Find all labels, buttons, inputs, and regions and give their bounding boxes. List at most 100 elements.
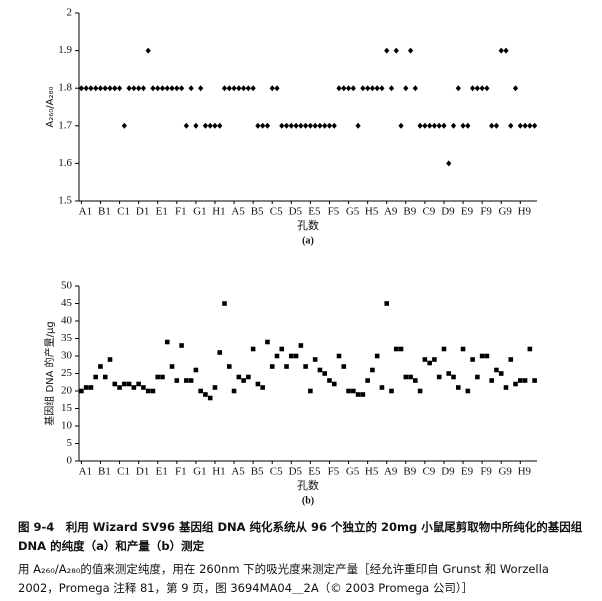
point	[522, 378, 528, 383]
point	[503, 385, 509, 390]
point	[150, 85, 156, 92]
point	[489, 378, 494, 383]
y-tick-label: 35	[61, 332, 73, 344]
point	[102, 85, 108, 92]
point	[308, 388, 313, 394]
x-tick-label: D5	[289, 206, 303, 218]
point	[202, 122, 209, 129]
x-tick-label: F1	[175, 206, 187, 218]
y-tick-label: 1.7	[58, 119, 72, 131]
point	[112, 381, 118, 387]
y-tick-label: 50	[61, 280, 73, 292]
y-tick-label: 15	[61, 402, 73, 414]
point	[274, 353, 280, 359]
point	[131, 85, 137, 92]
x-tick-label: C5	[270, 206, 283, 218]
point	[226, 85, 232, 92]
point	[198, 85, 204, 92]
point	[508, 122, 514, 129]
point	[140, 85, 147, 92]
point	[398, 122, 404, 129]
x-tick-label: H5	[365, 466, 379, 478]
point	[112, 85, 118, 92]
x-tick-label: B9	[403, 206, 416, 218]
point	[241, 378, 246, 383]
point	[198, 388, 203, 394]
x-tick-label: D1	[136, 466, 149, 478]
x-tick-label: C9	[422, 206, 435, 218]
point	[446, 371, 452, 376]
x-axis-label: 孔数	[297, 479, 319, 492]
x-tick-label: B1	[98, 466, 111, 478]
point	[432, 357, 437, 362]
point	[527, 122, 533, 129]
point	[289, 353, 294, 359]
point	[336, 353, 342, 359]
point	[155, 85, 161, 92]
point	[303, 122, 309, 129]
point	[460, 346, 466, 352]
figure: 1.5 1.6 1.7 1.8 1.9 2 A1 B1 C1 D1 E1 F1 G1 H1 A5 B5 C5 D5…	[43, 7, 538, 506]
point	[384, 301, 390, 306]
point	[217, 122, 223, 129]
point	[193, 122, 199, 129]
x-tick-label: B1	[98, 206, 111, 218]
x-tick-label: G5	[346, 466, 360, 478]
point	[288, 122, 294, 129]
point	[145, 388, 151, 394]
point	[455, 385, 461, 390]
point	[264, 122, 271, 129]
point	[236, 85, 242, 92]
x-tick-label: D1	[136, 206, 149, 218]
y-tick-label: 1.8	[58, 82, 72, 94]
point	[455, 85, 461, 92]
point	[436, 374, 442, 380]
point	[427, 122, 433, 129]
point	[226, 364, 232, 369]
x-tick-label: A1	[79, 206, 92, 218]
point	[107, 85, 113, 92]
point	[169, 85, 175, 92]
point	[293, 353, 299, 359]
y-tick-label: 30	[61, 350, 73, 362]
x-tick-label: A5	[231, 206, 245, 218]
point	[298, 343, 304, 348]
point	[250, 346, 256, 352]
point	[178, 85, 185, 92]
point	[331, 122, 337, 129]
x-tick-label: G9	[498, 466, 512, 478]
x-tick-label: F1	[175, 466, 187, 478]
y-axis-label: 基因组 DNA 的产量/μg	[43, 321, 56, 425]
point	[260, 122, 266, 129]
point	[183, 122, 189, 129]
panel-label: (a)	[302, 235, 314, 246]
point	[427, 360, 432, 366]
x-tick-label: G1	[193, 466, 206, 478]
point	[207, 395, 213, 401]
point	[169, 364, 175, 369]
point	[269, 364, 275, 369]
x-tick-label: F5	[328, 206, 340, 218]
point	[236, 374, 242, 380]
point	[88, 385, 94, 390]
point	[517, 122, 523, 129]
x-tick-label: G5	[346, 206, 360, 218]
point	[422, 122, 428, 129]
point	[298, 122, 304, 129]
x-tick-label: B5	[251, 466, 264, 478]
y-tick-label: 5	[67, 437, 73, 449]
point	[408, 374, 413, 380]
point	[479, 85, 485, 92]
x-tick-label: H9	[518, 206, 532, 218]
point	[246, 374, 251, 380]
point	[293, 122, 299, 129]
point	[512, 85, 519, 92]
y-tick-label: 40	[61, 315, 73, 327]
point	[322, 122, 328, 129]
point	[155, 374, 161, 380]
point	[326, 122, 333, 129]
point	[493, 122, 500, 129]
point	[184, 378, 189, 383]
point	[260, 385, 265, 390]
point	[355, 122, 361, 129]
